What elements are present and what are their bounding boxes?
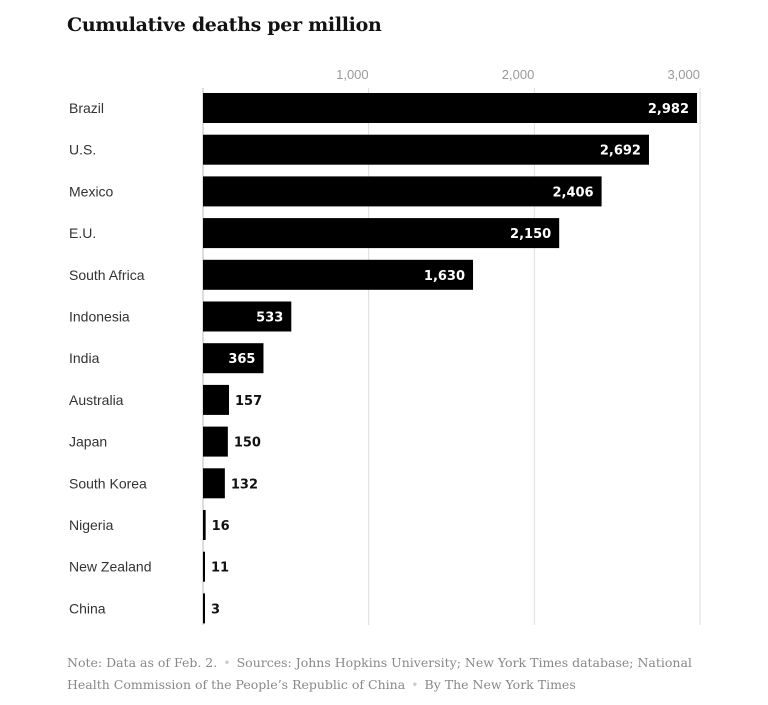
bars: [203, 93, 698, 624]
x-tick-label: 1,000: [336, 67, 369, 82]
category-label: India: [69, 350, 100, 366]
category-label: South Korea: [69, 475, 147, 491]
bar: [203, 93, 698, 123]
gridlines: [202, 88, 701, 625]
category-label: Mexico: [69, 183, 114, 199]
bar: [203, 593, 205, 624]
category-label: Nigeria: [69, 517, 114, 533]
value-label: 365: [228, 352, 255, 367]
chart-footer: Note: Data as of Feb. 2. • Sources: Johns …: [67, 652, 737, 696]
value-labels: 2,982 2,692 2,406 2,150 1,630 533 365 157 150 132…: [211, 102, 689, 617]
bar: [203, 134, 649, 165]
separator-dot: •: [223, 655, 231, 670]
value-label: 2,406: [552, 185, 593, 200]
category-label: Brazil: [69, 100, 104, 116]
bar: [203, 426, 228, 457]
category-labels: Brazil U.S. Mexico E.U. South Africa Indonesi…: [69, 100, 152, 616]
category-label: Japan: [69, 434, 107, 450]
value-label: 132: [231, 477, 258, 492]
footer-note: Note: Data as of Feb. 2.: [67, 655, 218, 670]
category-label: Australia: [69, 392, 124, 408]
value-label: 157: [235, 394, 262, 409]
footer-sources: Sources: Johns Hopkins University; New Y…: [67, 655, 692, 692]
bar: [203, 551, 205, 582]
value-label: 2,692: [600, 144, 641, 159]
x-tick-label: 3,000: [667, 67, 700, 82]
category-label: Indonesia: [69, 309, 130, 325]
value-label: 533: [256, 311, 283, 326]
value-label: 1,630: [424, 269, 465, 284]
category-label: New Zealand: [69, 559, 152, 575]
value-label: 11: [211, 561, 229, 576]
category-label: U.S.: [69, 142, 96, 158]
bar: [203, 468, 225, 499]
bar: [203, 301, 292, 332]
category-label: China: [69, 600, 106, 616]
value-label: 2,150: [510, 227, 551, 242]
category-label: E.U.: [69, 225, 96, 241]
bar-chart: 1,000 2,000 3,000 Brazil U.S. Mexico E.U. Sout…: [69, 67, 701, 625]
bar: [203, 218, 560, 249]
category-label: South Africa: [69, 267, 145, 283]
value-label: 2,982: [648, 102, 689, 117]
bar: [203, 384, 230, 415]
footer-credit: By The New York Times: [424, 677, 576, 692]
bar: [203, 176, 602, 207]
x-tick-label: 2,000: [502, 67, 535, 82]
value-label: 3: [211, 602, 220, 617]
value-label: 16: [212, 519, 230, 534]
chart-title: Cumulative deaths per million: [67, 14, 382, 36]
bar: [203, 343, 264, 374]
bar: [203, 510, 206, 540]
separator-dot: •: [411, 677, 419, 692]
x-axis-ticks: 1,000 2,000 3,000: [336, 67, 700, 82]
bar: [203, 259, 474, 290]
value-label: 150: [234, 436, 261, 451]
